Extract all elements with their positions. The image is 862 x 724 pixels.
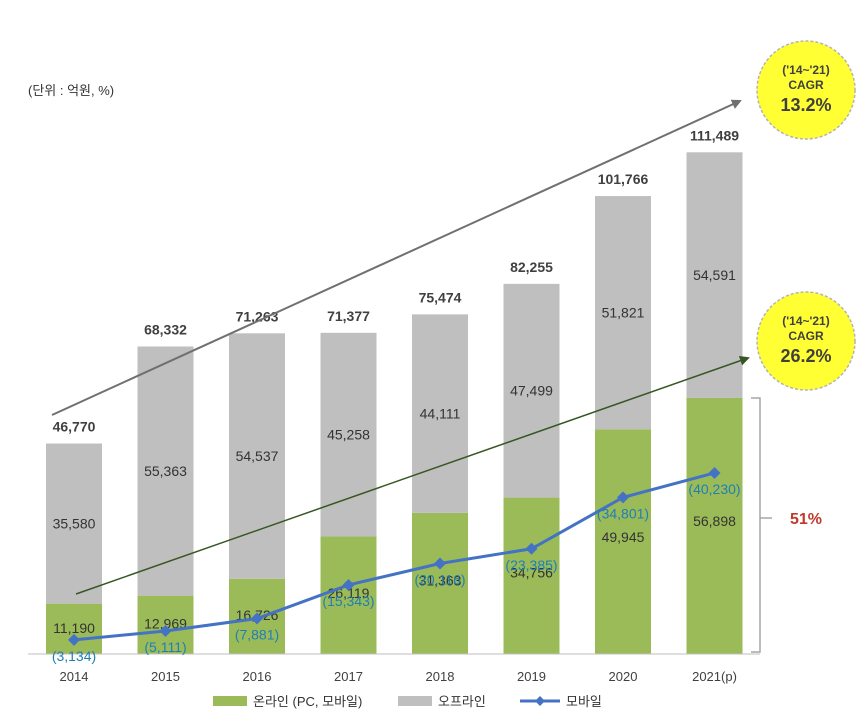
cagr-value-2: 26.2% [780, 346, 831, 366]
point-mobile-2021(p) [708, 466, 721, 479]
bar-online-2020 [595, 429, 651, 654]
label-online-2014: 11,190 [53, 620, 95, 636]
bar-offline-2021(p) [686, 152, 743, 398]
xtick-2019: 2019 [517, 669, 546, 684]
label-total-2020: 101,766 [598, 171, 649, 187]
legend-label-mobile: 모바일 [566, 694, 602, 709]
label-mobile-2015: (5,111) [144, 639, 186, 655]
unit-note: (단위 : 억원, %) [28, 83, 115, 98]
xtick-2015: 2015 [151, 669, 180, 684]
trend-arrow-total [51, 99, 742, 416]
bar-online-2019 [503, 497, 560, 654]
point-mobile-2014 [68, 633, 80, 646]
label-offline-2014: 35,580 [53, 516, 96, 532]
cagr-period-1: ('14~'21) [782, 63, 829, 77]
label-online-2020: 49,945 [602, 529, 645, 545]
label-mobile-2020: (34,801) [597, 505, 649, 521]
bar-offline-2016 [229, 333, 285, 579]
bar-online-2017 [320, 536, 377, 654]
point-mobile-2016 [251, 612, 263, 625]
point-mobile-2018 [434, 557, 446, 570]
bar-offline-2018 [412, 314, 468, 513]
legend-label-offline: 오프라인 [438, 694, 486, 709]
bar-offline-2015 [137, 346, 194, 596]
label-mobile-2021(p): (40,230) [688, 481, 740, 497]
xtick-2021(p): 2021(p) [692, 669, 737, 684]
xtick-2020: 2020 [609, 669, 638, 684]
label-total-2016: 71,263 [236, 308, 279, 324]
point-mobile-2017 [342, 578, 355, 591]
cagr-label-1: CAGR [788, 78, 824, 92]
point-mobile-2020 [617, 491, 629, 504]
bar-offline-2019 [503, 283, 560, 498]
bar-offline-2017 [320, 332, 377, 537]
xtick-2014: 2014 [60, 669, 89, 684]
cagr-label-2: CAGR [788, 329, 824, 343]
label-mobile-2016: (7,881) [235, 627, 279, 643]
legend-swatch-offline [398, 696, 432, 706]
label-mobile-2014: (3,134) [52, 648, 96, 664]
label-total-2015: 68,332 [144, 322, 187, 338]
label-mobile-2019: (23,385) [505, 557, 557, 573]
label-mobile-2018: (20,116) [414, 571, 465, 587]
bar-online-2018 [412, 512, 468, 654]
label-mobile-2017: (15,343) [322, 593, 374, 609]
xtick-2016: 2016 [243, 669, 272, 684]
share-annotation: 51% [790, 511, 822, 528]
label-online-2019: 34,756 [510, 565, 553, 581]
label-offline-2020: 51,821 [602, 305, 645, 321]
label-online-2021(p): 56,898 [693, 513, 736, 529]
trend-arrow-online [75, 355, 750, 595]
cagr-period-2: ('14~'21) [782, 314, 829, 328]
cagr-badge-1 [756, 40, 856, 140]
label-offline-2017: 45,258 [327, 427, 370, 443]
label-offline-2015: 55,363 [144, 463, 187, 479]
bar-offline-2020 [595, 196, 651, 430]
line-mobile [73, 471, 715, 642]
bar-offline-2014 [46, 443, 102, 604]
cagr-badge-2 [756, 291, 856, 391]
bar-online-2015 [137, 595, 194, 654]
legend-swatch-online [213, 696, 247, 706]
label-total-2018: 75,474 [419, 289, 462, 305]
xtick-2018: 2018 [426, 669, 455, 684]
label-offline-2018: 44,111 [420, 406, 461, 422]
label-online-2018: 31,363 [419, 573, 462, 589]
label-total-2014: 46,770 [53, 419, 96, 435]
legend-marker-mobile [535, 696, 545, 706]
share-bracket [751, 397, 772, 653]
label-offline-2016: 54,537 [236, 448, 279, 464]
bar-online-2021(p) [686, 397, 743, 654]
label-offline-2019: 47,499 [510, 383, 553, 399]
cagr-value-1: 13.2% [780, 95, 831, 115]
label-offline-2021(p): 54,591 [693, 267, 736, 283]
label-total-2019: 82,255 [510, 259, 553, 275]
label-total-2017: 71,377 [327, 308, 370, 324]
point-mobile-2015 [159, 625, 172, 638]
xtick-2017: 2017 [334, 669, 363, 684]
label-total-2021(p): 111,489 [690, 127, 739, 143]
legend-label-online: 온라인 (PC, 모바일) [253, 694, 362, 709]
point-mobile-2019 [525, 542, 538, 555]
label-online-2015: 12,969 [144, 616, 187, 632]
